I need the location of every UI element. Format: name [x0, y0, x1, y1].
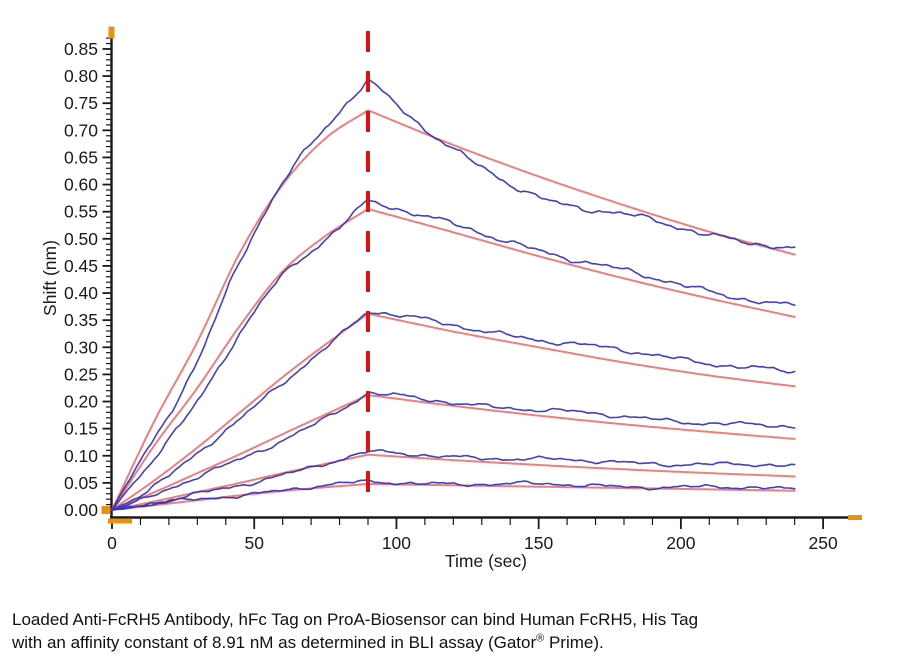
fit-trace-curve-5 [111, 453, 796, 511]
registered-trademark-symbol: ® [536, 631, 545, 644]
x-tick-label: 150 [524, 533, 553, 553]
y-tick-label: 0.20 [64, 392, 98, 412]
y-tick-label: 0.60 [64, 175, 98, 195]
x-tick-label: 0 [107, 533, 117, 553]
origin-baseline-accent-mark [108, 518, 132, 524]
x-tick-label: 200 [666, 533, 695, 553]
origin-accent-mark [101, 506, 111, 514]
y-tick-label: 0.45 [64, 256, 98, 276]
y-tick-label: 0.05 [64, 473, 98, 493]
y-tick-label: 0.55 [64, 202, 98, 222]
fit-trace-curve-1 [111, 109, 796, 511]
fit-trace-curve-4 [111, 394, 796, 511]
data-trace-curve-5 [111, 449, 796, 511]
caption-line2: with an affinity constant of 8.91 nM as … [12, 631, 604, 652]
bli-sensorgram-chart: 0.00 0.05 0.10 0.15 0.20 0.25 0.30 0.35 0.40 0.45… [40, 26, 862, 571]
y-tick-label: 0.75 [64, 93, 98, 113]
x-axis-end-accent-mark [848, 515, 862, 520]
data-trace-curve-6 [111, 479, 796, 511]
figure-caption: Loaded Anti-FcRH5 Antibody, hFc Tag on P… [12, 609, 888, 654]
data-trace-curve-3 [111, 311, 796, 511]
y-tick-label: 0.35 [64, 310, 98, 330]
y-axis-top-accent-mark [108, 26, 115, 39]
data-trace-curve-1 [111, 77, 796, 511]
data-trace-curve-2 [111, 198, 796, 511]
data-trace-curve-4 [111, 391, 796, 511]
y-tick-label: 0.00 [64, 500, 98, 520]
caption-line1: Loaded Anti-FcRH5 Antibody, hFc Tag on P… [12, 610, 699, 629]
y-tick-label: 0.40 [64, 283, 98, 303]
y-tick-label: 0.70 [64, 120, 98, 140]
y-tick-label: 0.25 [64, 364, 98, 384]
y-tick-label: 0.50 [64, 229, 98, 249]
y-axis-title: Shift (nm) [40, 240, 60, 316]
y-tick-label: 0.30 [64, 337, 98, 357]
y-tick-label: 0.10 [64, 446, 98, 466]
fit-trace-curve-3 [111, 312, 796, 511]
x-axis-title: Time (sec) [445, 551, 527, 571]
x-tick-label: 250 [808, 533, 837, 553]
y-tick-label: 0.80 [64, 66, 98, 86]
y-tick-label: 0.15 [64, 419, 98, 439]
x-tick-label: 100 [382, 533, 411, 553]
fit-trace-curve-2 [111, 208, 796, 511]
y-tick-label: 0.85 [64, 39, 98, 59]
y-tick-label: 0.65 [64, 147, 98, 167]
x-tick-label: 50 [244, 533, 264, 553]
